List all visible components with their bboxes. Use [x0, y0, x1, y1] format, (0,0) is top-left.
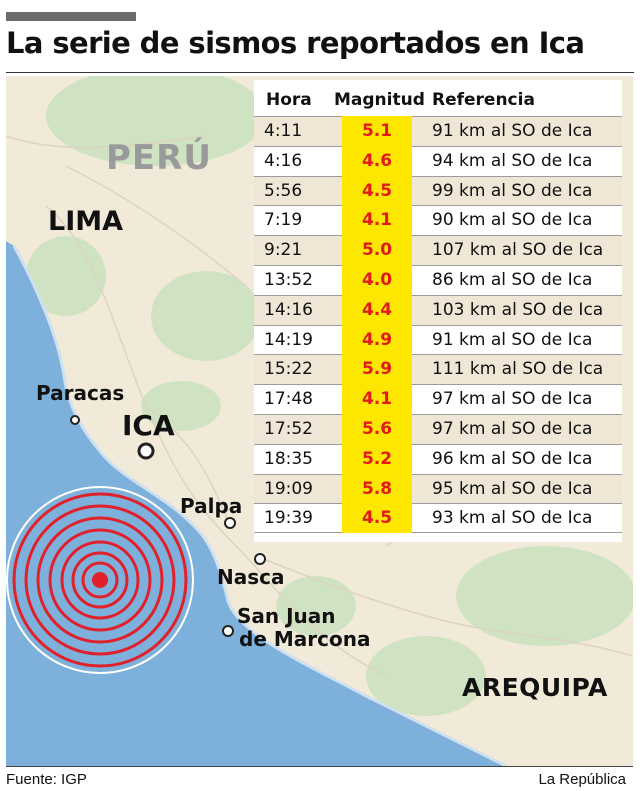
cell-magnitud: 5.9 — [342, 354, 412, 385]
title-divider — [6, 72, 634, 73]
cell-hora: 7:19 — [264, 210, 303, 231]
coastline — [12, 245, 507, 766]
city-label-marcona-line2: de Marcona — [239, 627, 371, 651]
column-header-hora: Hora — [266, 90, 312, 110]
cell-hora: 9:21 — [264, 240, 303, 261]
table-header: Hora Magnitud Referencia — [254, 84, 622, 114]
cell-referencia: 94 km al SO de Ica — [432, 150, 593, 171]
cell-hora: 13:52 — [264, 269, 313, 290]
region-label-arequipa: AREQUIPA — [462, 673, 608, 702]
source-note: Fuente: IGP — [6, 771, 87, 788]
table-row: 14:19 4.9 91 km al SO de Ica — [254, 324, 622, 355]
table-row: 19:39 4.5 93 km al SO de Ica — [254, 503, 622, 534]
cell-magnitud: 5.1 — [342, 116, 412, 146]
cell-hora: 14:19 — [264, 329, 313, 350]
table-row: 13:52 4.0 86 km al SO de Ica — [254, 264, 622, 295]
palpa-marker — [224, 517, 236, 529]
cell-magnitud: 5.2 — [342, 443, 412, 474]
city-label-paracas: Paracas — [36, 381, 125, 405]
cell-referencia: 107 km al SO de Ica — [432, 240, 604, 261]
table-row: 7:19 4.1 90 km al SO de Ica — [254, 205, 622, 236]
cell-hora: 4:16 — [264, 150, 303, 171]
table-row: 19:09 5.8 95 km al SO de Ica — [254, 473, 622, 504]
cell-magnitud: 4.0 — [342, 264, 412, 295]
cell-hora: 5:56 — [264, 180, 303, 201]
cell-hora: 17:52 — [264, 418, 313, 439]
cell-magnitud: 4.1 — [342, 384, 412, 415]
ica-marker — [137, 442, 155, 460]
cell-hora: 19:39 — [264, 508, 313, 529]
cell-hora: 4:11 — [264, 121, 303, 141]
table-row: 17:52 5.6 97 km al SO de Ica — [254, 413, 622, 444]
city-label-lima: LIMA — [48, 206, 124, 237]
column-header-magnitud: Magnitud — [334, 90, 425, 110]
cell-referencia: 97 km al SO de Ica — [432, 418, 593, 439]
cell-magnitud: 4.6 — [342, 145, 412, 176]
cell-referencia: 96 km al SO de Ica — [432, 448, 593, 469]
cell-magnitud: 4.5 — [342, 503, 412, 534]
city-label-palpa: Palpa — [180, 494, 243, 518]
cell-magnitud: 4.5 — [342, 175, 412, 206]
city-label-nasca: Nasca — [217, 565, 285, 589]
publisher-credit: La República — [538, 771, 626, 788]
cell-magnitud: 4.1 — [342, 205, 412, 236]
cell-referencia: 111 km al SO de Ica — [432, 359, 604, 380]
table-row: 18:35 5.2 96 km al SO de Ica — [254, 443, 622, 474]
cell-referencia: 91 km al SO de Ica — [432, 329, 593, 350]
header-accent-bar — [6, 12, 136, 21]
table-row: 9:21 5.0 107 km al SO de Ica — [254, 235, 622, 266]
earthquake-table: Hora Magnitud Referencia 4:11 5.1 91 km al… — [254, 80, 622, 542]
vegetation-areas — [26, 76, 633, 716]
cell-magnitud: 4.4 — [342, 294, 412, 325]
cell-hora: 14:16 — [264, 299, 313, 320]
cell-magnitud: 5.8 — [342, 473, 412, 504]
marcona-marker — [222, 625, 234, 637]
city-label-ica: ICA — [122, 409, 175, 442]
cell-hora: 15:22 — [264, 359, 313, 380]
cell-hora: 17:48 — [264, 389, 313, 410]
table-row: 15:22 5.9 111 km al SO de Ica — [254, 354, 622, 385]
table-row: 14:16 4.4 103 km al SO de Ica — [254, 294, 622, 325]
cell-referencia: 90 km al SO de Ica — [432, 210, 593, 231]
table-row: 4:11 5.1 91 km al SO de Ica — [254, 116, 622, 146]
table-row: 17:48 4.1 97 km al SO de Ica — [254, 384, 622, 415]
cell-hora: 19:09 — [264, 478, 313, 499]
cell-referencia: 95 km al SO de Ica — [432, 478, 593, 499]
cell-magnitud: 5.0 — [342, 235, 412, 266]
country-label: PERÚ — [106, 138, 212, 178]
cell-magnitud: 5.6 — [342, 413, 412, 444]
table-row: 4:16 4.6 94 km al SO de Ica — [254, 145, 622, 176]
table-row: 5:56 4.5 99 km al SO de Ica — [254, 175, 622, 206]
cell-referencia: 86 km al SO de Ica — [432, 269, 593, 290]
nasca-marker — [254, 553, 266, 565]
table-body: 4:11 5.1 91 km al SO de Ica 4:16 4.6 94 km al… — [254, 116, 622, 534]
cell-magnitud: 4.9 — [342, 324, 412, 355]
cell-referencia: 93 km al SO de Ica — [432, 508, 593, 529]
city-label-marcona-line1: San Juan — [237, 604, 336, 628]
cell-referencia: 91 km al SO de Ica — [432, 121, 593, 141]
cell-referencia: 103 km al SO de Ica — [432, 299, 604, 320]
column-header-referencia: Referencia — [432, 90, 535, 110]
cell-hora: 18:35 — [264, 448, 313, 469]
epicenter-rings — [6, 486, 194, 674]
cell-referencia: 99 km al SO de Ica — [432, 180, 593, 201]
page-title: La serie de sismos reportados en Ica — [6, 26, 585, 60]
paracas-marker — [70, 415, 80, 425]
cell-referencia: 97 km al SO de Ica — [432, 389, 593, 410]
city-markers — [70, 415, 266, 637]
